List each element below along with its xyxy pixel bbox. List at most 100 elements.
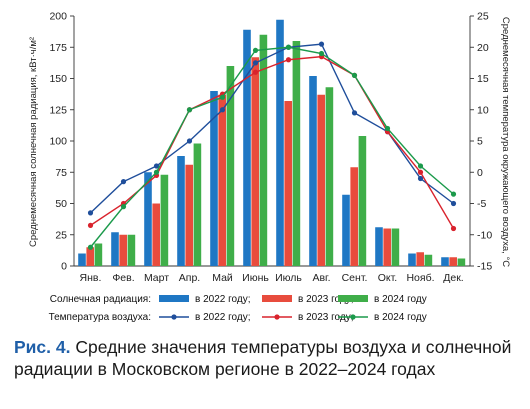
bar-Нояб.-0 [408, 253, 416, 266]
bar-Дек.-2 [457, 258, 466, 266]
temperature-point-Авг.-0 [318, 41, 325, 47]
chart-axes [70, 15, 474, 267]
tick-labels: 0 25 50 75 100 125 150 175 200 -15 -10 -5 0 5 10 15 20 25… [49, 11, 492, 285]
temperature-line-1 [90, 55, 455, 229]
legend-bars-label: Солнечная радиация: [50, 294, 151, 305]
temperature-point-Авг.-2 [318, 50, 325, 57]
temperature-point-Дек.-2 [450, 191, 457, 197]
figure-caption: Рис. 4. Средние значения температуры воз… [14, 336, 520, 380]
bar-Дек.-0 [441, 257, 449, 266]
y2-tick-label: -15 [477, 261, 492, 273]
y-axis-title: Среднемесячная солнечная радиация, кВт·ч… [28, 37, 39, 247]
y-tick-label: 0 [61, 261, 67, 273]
y2-tick-label: 20 [477, 42, 489, 54]
temperature-point-Март-0 [153, 163, 160, 169]
bar-Май-2 [226, 66, 235, 266]
temperature-point-Окт.-2 [384, 125, 391, 132]
temperature-point-Июнь-2 [252, 47, 259, 53]
temperature-point-Фев.-0 [120, 179, 127, 185]
legend-bar-2023: в 2023 году; [298, 294, 354, 305]
legend-bar-2022: в 2022 году; [195, 294, 251, 305]
bar-Июль-0 [276, 19, 284, 266]
y2-tick-label: -5 [477, 198, 486, 210]
temperature-point-Нояб.-0 [417, 175, 424, 182]
bar-Март-0 [144, 172, 152, 266]
legend-line-marker-2024 [350, 314, 356, 320]
temperature-point-Янв.-0 [87, 210, 94, 216]
bar-Март-2 [160, 174, 169, 266]
temperature-point-Дек.-0 [450, 200, 457, 207]
x-tick-label: Март [144, 272, 169, 284]
legend-line-2024: в 2024 году [374, 312, 427, 323]
temperature-point-Май-2 [219, 94, 226, 100]
legend-swatch-2023 [262, 295, 292, 302]
x-tick-label: Фев. [112, 272, 134, 284]
y-tick-label: 125 [49, 104, 67, 116]
bar-Янв.-2 [94, 243, 103, 266]
x-tick-label: Май [212, 272, 233, 284]
temperature-point-Июль-1 [285, 57, 292, 63]
legend: Солнечная радиация: Температура воздуха:… [49, 294, 427, 323]
y2-tick-label: -10 [477, 229, 492, 241]
y2-tick-label: 5 [477, 136, 483, 148]
legend-bar-2024: в 2024 году [374, 294, 427, 305]
y-tick-label: 200 [49, 11, 67, 23]
bar-Сент.-1 [350, 167, 358, 266]
y-tick-label: 150 [49, 73, 67, 85]
x-tick-label: Апр. [179, 272, 200, 284]
y-tick-label: 100 [49, 136, 67, 148]
bar-Сент.-0 [342, 194, 350, 266]
legend-line-marker-2022 [171, 314, 177, 320]
temperature-point-Сент.-2 [351, 72, 358, 78]
temperature-point-Июль-2 [285, 44, 292, 50]
y-tick-label: 75 [55, 167, 67, 179]
legend-line-2022: в 2022 году; [195, 312, 251, 323]
bar-Окт.-2 [391, 228, 400, 266]
x-tick-label: Сент. [342, 272, 368, 284]
bar-Июнь-0 [243, 29, 251, 266]
temperature-point-Янв.-2 [87, 244, 94, 250]
x-tick-label: Нояб. [406, 272, 434, 284]
temperature-point-Июнь-1 [252, 69, 259, 75]
x-tick-label: Дек. [443, 272, 463, 284]
bar-Март-1 [152, 203, 160, 266]
temperature-point-Янв.-1 [87, 222, 94, 228]
temperature-point-Июнь-0 [252, 60, 259, 66]
bar-Янв.-0 [78, 253, 86, 266]
temperature-point-Апр.-0 [186, 138, 193, 144]
x-tick-label: Июнь [242, 272, 269, 284]
bar-Апр.-2 [193, 143, 202, 266]
bar-Май-0 [210, 91, 218, 266]
bar-Апр.-0 [177, 156, 185, 266]
x-tick-label: Янв. [80, 272, 102, 284]
bar-Фев.-1 [119, 234, 127, 266]
bar-Фев.-0 [111, 232, 119, 266]
y-tick-label: 50 [55, 198, 67, 210]
bar-Нояб.-2 [424, 254, 433, 266]
y2-tick-label: 15 [477, 73, 489, 85]
temperature-line-2 [89, 46, 454, 248]
bar-Окт.-0 [375, 227, 383, 266]
bar-Янв.-1 [86, 247, 94, 266]
bar-Май-1 [218, 94, 226, 266]
temperature-point-Март-2 [153, 169, 160, 175]
temperature-point-Дек.-1 [450, 225, 457, 232]
figure-caption-text: Средние значения температуры воздуха и с… [14, 337, 512, 379]
y-tick-label: 175 [49, 42, 67, 54]
bar-Авг.-2 [325, 87, 334, 266]
y2-tick-label: 0 [477, 167, 483, 179]
temperature-point-Нояб.-1 [417, 169, 424, 175]
legend-swatch-2022 [159, 295, 189, 302]
line-series-group [87, 41, 457, 250]
x-tick-label: Окт. [378, 272, 397, 284]
legend-lines-label: Температура воздуха: [49, 312, 151, 323]
legend-line-marker-2023 [274, 314, 280, 320]
bar-Июль-2 [292, 41, 301, 266]
temperature-point-Сент.-0 [351, 110, 358, 116]
temperature-point-Нояб.-2 [417, 163, 424, 169]
bar-Дек.-1 [449, 257, 457, 266]
bar-series-group [78, 19, 466, 266]
bar-Июнь-2 [259, 34, 268, 266]
chart: 0 25 50 75 100 125 150 175 200 -15 -10 -5 0 5 10 15 20 25… [28, 11, 511, 324]
bar-Авг.-1 [317, 94, 325, 266]
